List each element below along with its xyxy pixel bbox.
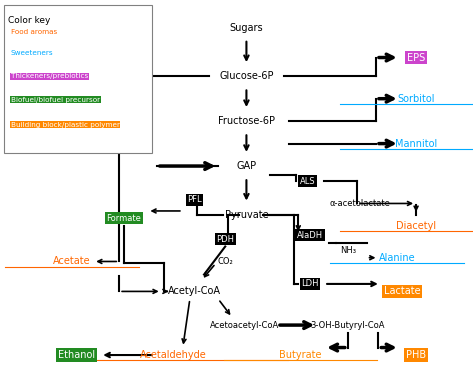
Text: 3-OH-Butyryl-CoA: 3-OH-Butyryl-CoA: [310, 320, 385, 329]
Text: AlaDH: AlaDH: [297, 231, 323, 240]
Text: Acetoacetyl-CoA: Acetoacetyl-CoA: [210, 320, 279, 329]
Text: Color key: Color key: [9, 16, 51, 25]
Text: EPS: EPS: [407, 52, 425, 63]
Text: Pyruvate: Pyruvate: [225, 210, 268, 220]
Text: Acetaldehyde: Acetaldehyde: [140, 350, 207, 360]
Text: Biofuel/biofuel precursor: Biofuel/biofuel precursor: [11, 97, 100, 103]
Text: Diacetyl: Diacetyl: [396, 221, 436, 231]
Text: Mannitol: Mannitol: [395, 139, 437, 149]
Text: PDH: PDH: [216, 234, 234, 244]
Text: Building block/plastic polymer: Building block/plastic polymer: [11, 122, 120, 128]
Text: Lactate: Lactate: [383, 287, 420, 296]
Text: Ethanol: Ethanol: [58, 350, 95, 360]
Text: PHB: PHB: [406, 350, 426, 360]
Text: CO₂: CO₂: [218, 257, 233, 266]
Text: Fructose-6P: Fructose-6P: [218, 116, 275, 126]
Text: Sorbitol: Sorbitol: [397, 94, 435, 104]
Text: Thickeners/prebiotics: Thickeners/prebiotics: [11, 73, 88, 79]
Text: PFL: PFL: [187, 195, 202, 204]
Text: Butyrate: Butyrate: [279, 350, 322, 360]
Text: Sugars: Sugars: [229, 23, 263, 32]
Text: Food aromas: Food aromas: [11, 29, 57, 35]
Text: Alanine: Alanine: [379, 253, 416, 263]
Text: LDH: LDH: [301, 279, 319, 288]
Text: Sweeteners: Sweeteners: [11, 50, 54, 56]
FancyBboxPatch shape: [4, 5, 152, 153]
Text: ALS: ALS: [300, 176, 316, 185]
Text: Formate: Formate: [107, 214, 141, 223]
Text: Acetyl-CoA: Acetyl-CoA: [168, 287, 221, 296]
Text: Acetate: Acetate: [53, 256, 91, 267]
Text: α-acetolactate: α-acetolactate: [329, 199, 390, 208]
Text: NH₃: NH₃: [340, 246, 356, 255]
Text: Glucose-6P: Glucose-6P: [219, 71, 273, 81]
Text: Acetyl-P: Acetyl-P: [100, 116, 139, 126]
Text: GAP: GAP: [237, 161, 256, 171]
